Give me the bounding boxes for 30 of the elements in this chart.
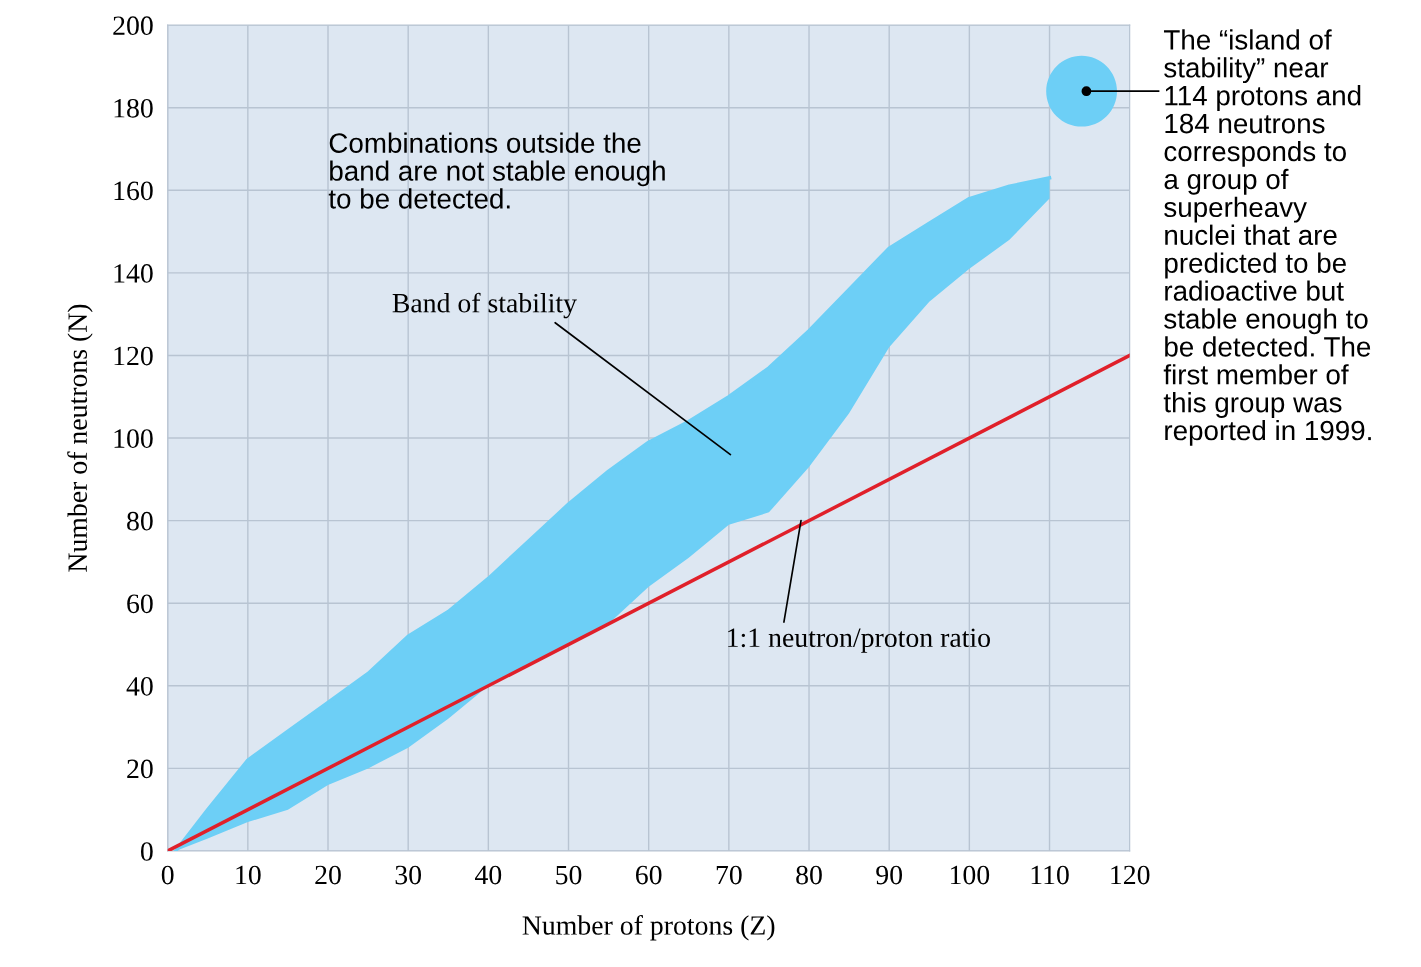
y-tick-label: 0	[140, 842, 153, 861]
annotation: Combinations outside the band are not stable enough to be detected.	[328, 132, 665, 209]
y-tick-label: 20	[127, 759, 153, 779]
y-tick-label: 180	[114, 98, 153, 118]
x-tick-label: 50	[556, 865, 582, 885]
y-tick-label: 40	[126, 676, 153, 696]
y-tick-label: 160	[114, 181, 153, 201]
y-tick-label: 80	[127, 511, 153, 531]
text: The “island of stability” near 114 protons and 184 neutrons corresponds to a group of superheavy nuclei that are predicted to be radioactive but stable enough to be detected. The first member of this group was reported in 1999.	[1163, 29, 1371, 446]
x-tick-label: 10	[236, 865, 261, 885]
x-tick-label: 20	[315, 865, 341, 885]
x-tick-label: 0	[161, 865, 174, 885]
x-tick-label: 30	[395, 865, 422, 885]
x-tick-label: 70	[716, 865, 742, 885]
x-tick-label: 90	[876, 865, 903, 885]
y-tick-label: 100	[114, 429, 153, 448]
x-tick-label: 40	[475, 865, 502, 885]
y-tick-label: 140	[114, 264, 153, 283]
x-tick-label: 100	[950, 865, 990, 885]
y-tick-label: 200	[113, 16, 153, 36]
x-tick-label: 110	[1031, 865, 1069, 885]
x-axis-title: Number of protons (Z)	[522, 915, 775, 941]
y-tick-label: 60	[127, 594, 153, 614]
annotation: Band of stability	[392, 292, 577, 319]
y-axis-title: Number of neutrons (N)	[67, 304, 93, 572]
x-tick-label: 60	[635, 865, 662, 885]
y-tick-label: 120	[114, 346, 153, 366]
annotation: 1:1 neutron/proton ratio	[728, 628, 990, 653]
x-tick-label: 80	[796, 865, 822, 885]
x-tick-label: 120	[1111, 865, 1150, 885]
